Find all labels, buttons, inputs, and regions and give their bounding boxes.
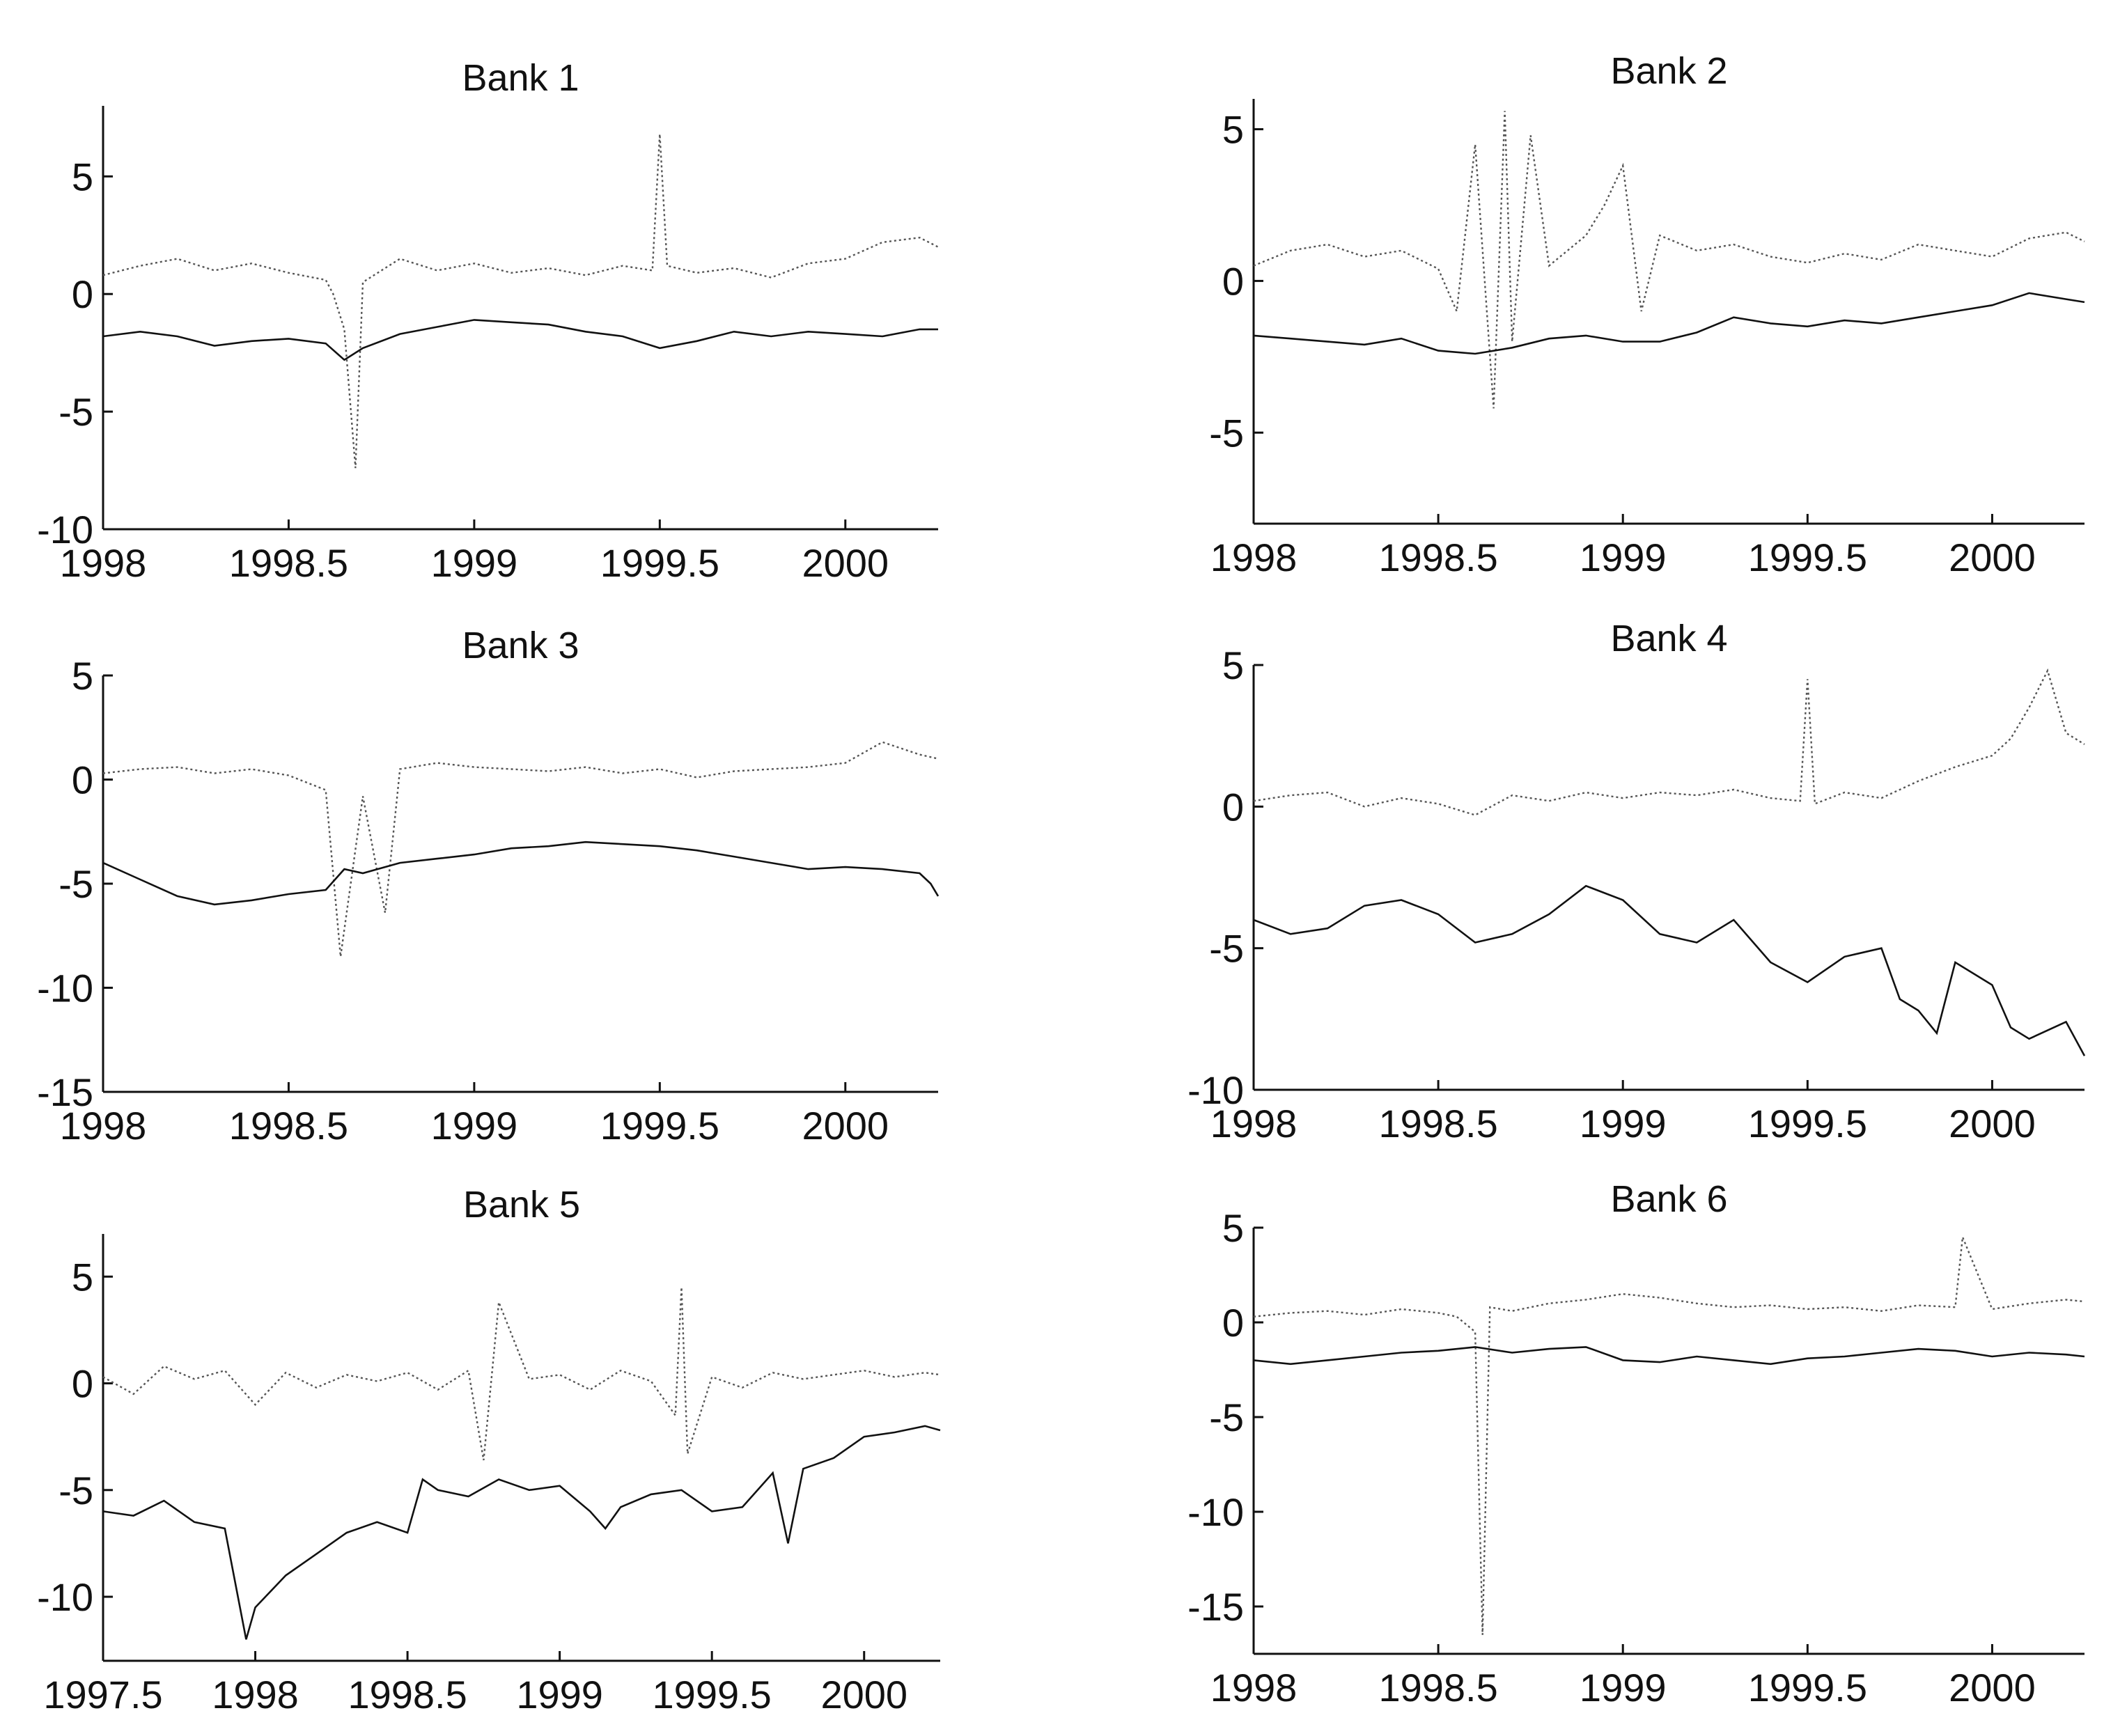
x-tick-label: 1999.5 (653, 1673, 772, 1717)
y-tick-label: -5 (59, 390, 93, 434)
x-tick-label: 1999.5 (600, 541, 719, 585)
x-tick-label: 1999 (431, 541, 518, 585)
x-tick-label: 1999 (431, 1104, 518, 1148)
x-tick-label: 1998 (60, 1104, 147, 1148)
y-tick-label: -15 (37, 1070, 93, 1114)
y-tick-label: -5 (59, 862, 93, 906)
x-tick-label: 1999.5 (1748, 1102, 1867, 1145)
panel-bank-2: Bank 2 5 0 -5 1998 1998.5 1999 1999.5 2000 (1209, 50, 2085, 579)
x-tick-label: 1999 (1580, 1102, 1667, 1145)
chart-title: Bank 6 (1610, 1178, 1727, 1220)
series-line-solid (1253, 884, 2086, 1056)
x-tick-label: 1998.5 (229, 1104, 348, 1148)
series-line-dotted (1253, 668, 2085, 816)
x-tick-label: 1998 (212, 1673, 299, 1717)
y-tick-label: 0 (72, 758, 93, 802)
chart-title: Bank 2 (1610, 50, 1727, 92)
chart-title: Bank 1 (462, 57, 579, 99)
x-tick-label: 1998.5 (1378, 535, 1497, 579)
series-line-solid (1253, 1346, 2085, 1366)
panel-bank-6: Bank 6 5 0 -5 -10 -15 1998 1998.5 1999 1999.5 2000 (1187, 1178, 2085, 1710)
series-line-dotted (102, 134, 939, 469)
y-tick-label: -10 (37, 967, 93, 1010)
x-tick-label: 1999.5 (1748, 1666, 1867, 1710)
y-tick-label: 0 (1222, 1301, 1244, 1345)
y-tick-label: -10 (1187, 1068, 1244, 1112)
y-tick-label: 0 (1222, 259, 1244, 303)
y-tick-label: -10 (1187, 1490, 1244, 1534)
y-tick-label: 5 (72, 1255, 93, 1299)
x-tick-label: 2000 (1949, 1666, 2036, 1710)
y-tick-label: -10 (37, 1575, 93, 1619)
x-tick-label: 2000 (820, 1673, 907, 1717)
panel-bank-5: Bank 5 5 0 -5 -10 1997.5 1998 1998.5 1999 1999.5 2… (37, 1184, 941, 1717)
x-tick-label: 2000 (802, 1104, 889, 1148)
x-tick-label: 1998 (1210, 535, 1298, 579)
x-tick-label: 1999.5 (600, 1104, 719, 1148)
chart-title: Bank 3 (462, 625, 579, 666)
y-tick-label: 0 (72, 272, 93, 316)
y-tick-label: -10 (37, 508, 93, 552)
x-tick-label: 1999 (516, 1673, 603, 1717)
x-tick-label: 2000 (1949, 1102, 2036, 1145)
series-line-solid (1253, 292, 2085, 355)
chart-title: Bank 5 (463, 1184, 580, 1226)
y-tick-label: -5 (1209, 927, 1244, 971)
y-tick-label: 0 (1222, 785, 1244, 829)
series-line-dotted (1253, 1237, 2085, 1635)
series-line-solid (102, 319, 938, 361)
x-tick-label: 1998 (1210, 1666, 1298, 1710)
x-tick-label: 1998.5 (348, 1673, 467, 1717)
x-tick-label: 1998 (1210, 1102, 1298, 1145)
y-tick-label: 0 (72, 1362, 93, 1406)
series-line-solid (102, 840, 940, 906)
y-tick-label: -5 (1209, 411, 1244, 455)
series-line-dotted (1253, 111, 2085, 409)
x-tick-label: 1998.5 (229, 541, 348, 585)
chart-title: Bank 4 (1610, 618, 1727, 659)
y-tick-label: -5 (59, 1469, 93, 1512)
x-tick-label: 2000 (1949, 535, 2036, 579)
y-tick-label: 5 (1222, 643, 1244, 687)
y-tick-label: 5 (1222, 1206, 1244, 1250)
y-tick-label: -15 (1187, 1585, 1244, 1629)
series-line-dotted (102, 1287, 941, 1461)
y-tick-label: 5 (72, 654, 93, 698)
x-tick-label: 1998.5 (1378, 1102, 1497, 1145)
x-tick-label: 1997.5 (43, 1673, 162, 1717)
x-tick-label: 1998.5 (1378, 1666, 1497, 1710)
x-tick-label: 1999 (1580, 1666, 1667, 1710)
series-line-solid (102, 1425, 941, 1640)
y-tick-label: 5 (1222, 108, 1244, 152)
series-line-dotted (102, 741, 939, 957)
y-tick-label: 5 (72, 155, 93, 198)
x-tick-label: 1999 (1580, 535, 1667, 579)
x-tick-label: 1998 (60, 541, 147, 585)
x-tick-label: 2000 (802, 541, 889, 585)
x-tick-label: 1999.5 (1748, 535, 1867, 579)
y-tick-label: -5 (1209, 1395, 1244, 1439)
